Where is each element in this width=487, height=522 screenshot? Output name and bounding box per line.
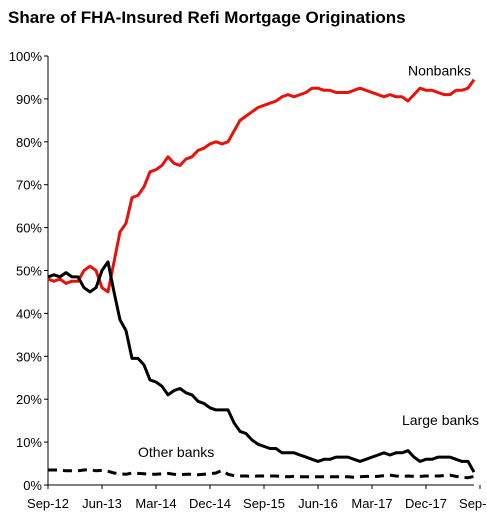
x-tick-label: Jun-16 [298,496,338,511]
series-lines [47,78,476,480]
x-tick-label: Dec-14 [189,496,231,511]
y-tick-label: 80% [16,135,42,150]
x-tick-label: Sep-15 [243,496,285,511]
x-tick-label: Sep-12 [27,496,69,511]
y-tick-label: 40% [16,306,42,321]
y-tick-label: 70% [16,178,42,193]
x-tick-label: Dec-17 [405,496,447,511]
y-tick-label: 10% [16,435,42,450]
x-tick-label: Sep-18 [459,496,487,511]
series-label-other-banks: Other banks [138,444,214,460]
y-tick-label: 0% [23,478,42,493]
series-labels: Nonbanks Large banks Other banks [138,62,479,460]
y-tick-label: 60% [16,221,42,236]
y-tick-label: 30% [16,349,42,364]
y-tick-label: 20% [16,392,42,407]
series-line-other-banks [48,468,475,480]
x-tick-label: Jun-13 [82,496,122,511]
y-tick-label: 90% [16,92,42,107]
series-label-large-banks: Large banks [402,412,479,428]
axis-ticks: 0% 10% 20% 30% 40% 50% 60% 70% 80% 90% 100% Sep-12 J… [9,49,487,511]
series-line-large-banks [47,260,476,473]
series-line-nonbanks [47,78,476,294]
chart-title: Share of FHA-Insured Refi Mortgage Origi… [8,8,406,27]
y-tick-label: 100% [9,49,43,64]
x-tick-label: Mar-14 [135,496,176,511]
series-label-nonbanks: Nonbanks [408,62,471,78]
y-tick-label: 50% [16,264,42,279]
x-tick-label: Mar-17 [351,496,392,511]
